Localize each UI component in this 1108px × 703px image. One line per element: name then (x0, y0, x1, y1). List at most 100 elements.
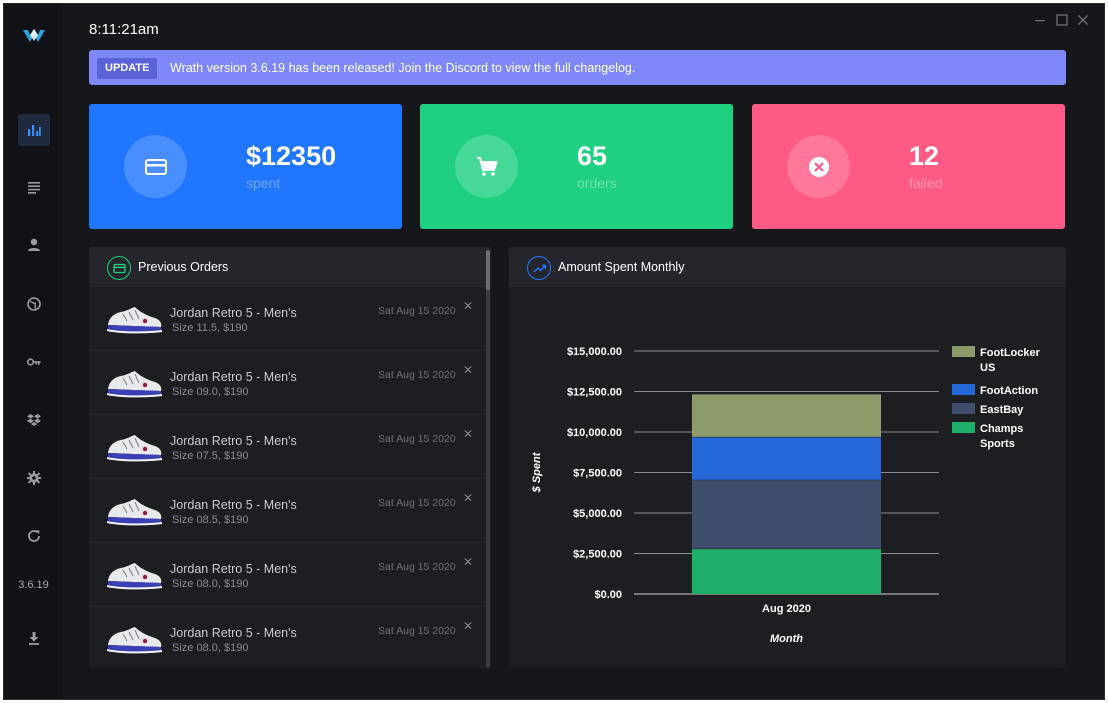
orders-list[interactable]: Jordan Retro 5 - Men's Size 11.5, $190 Sat… (89, 287, 485, 668)
bar-segment-footlocker-us[interactable] (691, 393, 882, 437)
y-axis-title: $ Spent (531, 451, 543, 493)
close-window-button[interactable] (1076, 13, 1090, 27)
sidebar: 3.6.19 (4, 4, 63, 699)
legend-swatch (952, 384, 975, 395)
shoe-thumbnail (107, 435, 162, 462)
orders-value: 65 (577, 141, 608, 171)
failed-label: failed (909, 175, 943, 191)
previous-orders-panel: Previous Orders Jordan Retro 5 - Men's Si… (89, 247, 491, 668)
legend-label: Champs Sports (980, 423, 1023, 450)
shoe-thumbnail (107, 307, 162, 334)
update-badge: UPDATE (97, 58, 158, 79)
download-icon (29, 632, 39, 645)
previous-orders-header: Previous Orders (89, 247, 491, 287)
x-axis-title: Month (770, 633, 803, 645)
legend-label: EastBay (980, 404, 1024, 416)
user-icon (28, 238, 40, 251)
sidebar-item-profiles[interactable] (18, 229, 50, 261)
order-date: Sat Aug 15 2020 (378, 305, 456, 317)
order-row[interactable]: Jordan Retro 5 - Men's Size 08.0, $190 Sat… (89, 543, 485, 607)
refresh-button[interactable] (18, 520, 50, 552)
gear-icon (27, 471, 41, 485)
sidebar-item-proxies[interactable] (18, 288, 50, 320)
order-size-price: Size 08.0, $190 (172, 642, 249, 654)
previous-orders-title: Previous Orders (138, 260, 229, 274)
order-row[interactable]: Jordan Retro 5 - Men's Size 08.0, $190 Sat… (89, 607, 485, 668)
remove-order-button[interactable]: ✕ (463, 619, 474, 633)
x-tick-label: Aug 2020 (762, 603, 811, 615)
bar-segment-champs-sports[interactable] (691, 548, 882, 594)
y-tick-label: $12,500.00 (567, 387, 622, 399)
orders-scrollbar[interactable] (486, 250, 490, 668)
order-row[interactable]: Jordan Retro 5 - Men's Size 07.5, $190 Sat… (89, 415, 485, 479)
maximize-button[interactable] (1055, 13, 1069, 27)
legend-swatch (952, 346, 975, 357)
update-message: Wrath version 3.6.19 has been released! … (170, 61, 636, 75)
sidebar-item-tasks[interactable] (18, 171, 50, 203)
remove-order-button[interactable]: ✕ (463, 299, 474, 313)
stat-card-spent: $12350 spent (89, 104, 402, 229)
shoe-thumbnail (107, 499, 162, 526)
legend-label: FootLocker US (980, 347, 1041, 374)
sidebar-item-accounts[interactable] (18, 346, 50, 378)
key-icon (26, 358, 41, 366)
order-size-price: Size 09.0, $190 (172, 386, 249, 398)
order-product-name: Jordan Retro 5 - Men's (170, 626, 297, 640)
order-product-name: Jordan Retro 5 - Men's (170, 562, 297, 576)
y-tick-label: $0.00 (594, 589, 622, 601)
minimize-button[interactable] (1033, 13, 1047, 27)
clock: 8:11:21am (89, 21, 159, 38)
order-date: Sat Aug 15 2020 (378, 369, 456, 381)
order-date: Sat Aug 15 2020 (378, 561, 456, 573)
shoe-thumbnail (107, 563, 162, 590)
dropbox-icon (27, 414, 41, 426)
order-date: Sat Aug 15 2020 (378, 497, 456, 509)
update-banner: UPDATE Wrath version 3.6.19 has been rel… (89, 50, 1066, 85)
trending-up-icon (533, 264, 546, 272)
y-tick-label: $5,000.00 (573, 508, 622, 520)
y-tick-label: $10,000.00 (567, 427, 622, 439)
globe-icon (27, 297, 41, 311)
amount-spent-header: Amount Spent Monthly (509, 247, 1066, 287)
legend-swatch (952, 422, 975, 433)
bar-chart-icon (28, 125, 41, 136)
order-size-price: Size 07.5, $190 (172, 450, 249, 462)
shoe-thumbnail (107, 371, 162, 398)
stat-card-failed: 12 failed (752, 104, 1065, 229)
bar-segment-footaction[interactable] (691, 436, 882, 480)
order-row[interactable]: Jordan Retro 5 - Men's Size 08.5, $190 Sat… (89, 479, 485, 543)
amount-spent-panel: Amount Spent Monthly $0.00 $2,500.00 $5,00… (509, 247, 1066, 668)
y-tick-label: $15,000.00 (567, 346, 622, 358)
failed-value: 12 (909, 141, 940, 171)
remove-order-button[interactable]: ✕ (463, 555, 474, 569)
orders-scrollbar-thumb[interactable] (486, 250, 490, 290)
y-tick-label: $2,500.00 (573, 549, 622, 561)
list-icon (28, 182, 40, 194)
order-product-name: Jordan Retro 5 - Men's (170, 434, 297, 448)
amount-spent-title: Amount Spent Monthly (558, 260, 685, 274)
y-tick-label: $7,500.00 (573, 468, 622, 480)
amount-spent-chart: $0.00 $2,500.00 $5,000.00 $7,500.00 $10,000.… (531, 346, 1041, 645)
order-row[interactable]: Jordan Retro 5 - Men's Size 09.0, $190 Sat… (89, 351, 485, 415)
download-button[interactable] (18, 622, 50, 654)
sidebar-item-dashboard[interactable] (18, 114, 50, 146)
spent-value: $12350 (246, 141, 337, 171)
spent-label: spent (246, 175, 281, 191)
order-product-name: Jordan Retro 5 - Men's (170, 306, 297, 320)
bar-segment-eastbay[interactable] (691, 479, 882, 549)
credit-card-icon (112, 263, 126, 273)
order-size-price: Size 11.5, $190 (172, 322, 248, 334)
sidebar-item-integrations[interactable] (18, 404, 50, 436)
order-row[interactable]: Jordan Retro 5 - Men's Size 11.5, $190 Sat… (89, 287, 485, 351)
remove-order-button[interactable]: ✕ (463, 363, 474, 377)
remove-order-button[interactable]: ✕ (463, 491, 474, 505)
shoe-thumbnail (107, 627, 162, 654)
remove-order-button[interactable]: ✕ (463, 427, 474, 441)
order-date: Sat Aug 15 2020 (378, 625, 456, 637)
order-size-price: Size 08.0, $190 (172, 578, 249, 590)
order-product-name: Jordan Retro 5 - Men's (170, 498, 297, 512)
sidebar-item-settings[interactable] (18, 462, 50, 494)
app-version: 3.6.19 (18, 579, 49, 591)
x-circle-icon (808, 156, 829, 177)
legend-label: FootAction (980, 385, 1038, 397)
